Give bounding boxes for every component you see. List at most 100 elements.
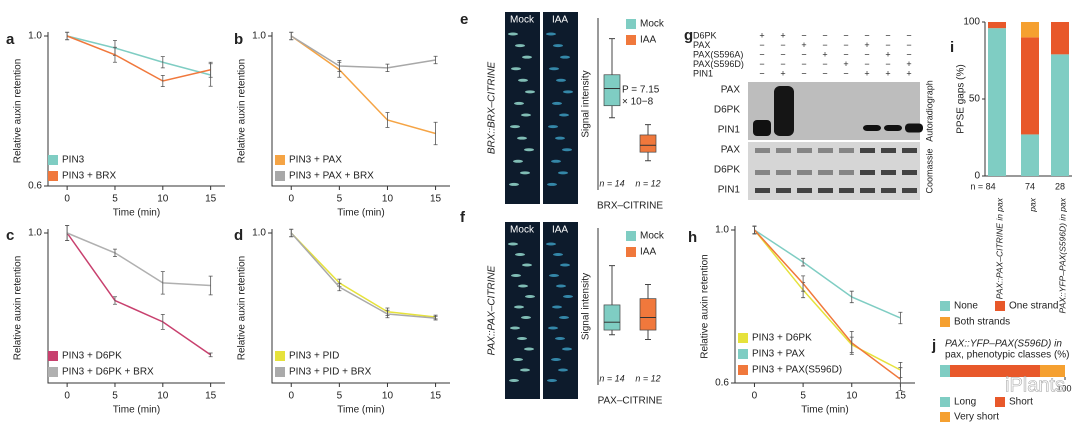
cell (508, 242, 518, 246)
error-bar (337, 282, 342, 292)
band (818, 188, 833, 193)
x-axis-label: Time (min) (337, 405, 384, 416)
x-tick-label: 0 (752, 391, 758, 402)
legend-swatch (275, 155, 285, 165)
category-label: PAX::YFP–PAX(S596D) in pax (1057, 197, 1067, 313)
sign: + (822, 49, 827, 59)
category-label: pax (1027, 197, 1037, 212)
x-axis-label: BRX–CITRINE (597, 201, 663, 212)
cell (524, 148, 534, 152)
cell (513, 159, 523, 163)
cell (520, 368, 530, 372)
series-line (66, 35, 211, 82)
series-line (290, 35, 436, 69)
cell (560, 55, 570, 59)
n-label: n = 12 (635, 373, 660, 383)
legend-label: PIN3 + BRX (62, 171, 117, 182)
band (860, 148, 875, 153)
sign: + (780, 30, 785, 40)
legend-label: IAA (640, 247, 656, 258)
sign: + (906, 59, 911, 69)
error-bar (801, 257, 806, 267)
legend-swatch (940, 397, 950, 407)
legend-label: PIN3 (62, 155, 85, 166)
micrograph (543, 222, 578, 399)
y-tick-label: 0.6 (28, 181, 42, 192)
cell (562, 347, 572, 351)
y-tick-label: 1.0 (252, 31, 266, 42)
n-label: 28 (1055, 181, 1065, 191)
sign: + (906, 68, 911, 78)
x-tick-label: 10 (846, 391, 858, 402)
y-tick-label: 1.0 (252, 228, 266, 239)
band (818, 170, 833, 175)
band (860, 170, 875, 175)
legend-swatch (48, 171, 58, 181)
legend-label: PIN3 + D6PK (752, 333, 812, 344)
error-bar (208, 61, 213, 78)
series-line (290, 232, 436, 319)
autoradiograph (748, 82, 920, 140)
image-title: PAX::PAX–CITRINE (487, 265, 498, 355)
image-title: BRX::BRX–CITRINE (487, 62, 498, 155)
error-bar (208, 275, 213, 296)
row-label: PAX (693, 40, 710, 50)
band-label: PIN1 (718, 125, 741, 136)
sign: − (906, 49, 911, 59)
x-tick-label: 15 (205, 194, 217, 205)
n-label: n = 12 (635, 178, 660, 188)
band-label: D6PK (714, 165, 740, 176)
cell (547, 182, 557, 186)
x-axis-label: PAX–CITRINE (598, 396, 663, 407)
y-tick-label: 1.0 (715, 225, 729, 236)
legend-label: Mock (640, 231, 665, 242)
x-tick-label: 0 (64, 391, 70, 402)
bar-segment (1040, 365, 1065, 377)
y-axis-label: Signal intensity (581, 70, 592, 137)
cell (555, 136, 565, 140)
legend-swatch (626, 19, 636, 29)
cell (514, 101, 524, 105)
cell (511, 274, 521, 277)
legend-label: Short (1009, 397, 1033, 408)
sign: − (759, 49, 764, 59)
legend-swatch (940, 317, 950, 327)
cell (551, 159, 561, 163)
x-tick-label: 100 (1056, 383, 1071, 393)
sign: − (822, 59, 827, 69)
sign: − (780, 49, 785, 59)
n-label: 74 (1025, 181, 1035, 191)
band-label: PAX (721, 85, 741, 96)
y-tick-label: 100 (963, 17, 980, 28)
legend-swatch (738, 365, 748, 375)
band (818, 148, 833, 153)
error-bar (898, 311, 903, 325)
legend-swatch (738, 349, 748, 359)
sign: − (864, 59, 869, 69)
sign: − (885, 40, 890, 50)
sign: + (759, 30, 764, 40)
row-label: PIN1 (693, 68, 713, 78)
panel-letter: i (950, 39, 954, 56)
annotation: × 10−8 (622, 97, 654, 108)
legend-label: IAA (640, 35, 656, 46)
panel-letter: f (460, 209, 466, 226)
error-bar (337, 59, 342, 73)
cell (549, 67, 559, 71)
cell (508, 32, 518, 36)
sign: − (864, 30, 869, 40)
legend-swatch (738, 333, 748, 343)
error-bar (433, 315, 438, 321)
x-tick-label: 0 (288, 391, 294, 402)
panel-label: Autoradiograph (924, 80, 934, 142)
sign: − (822, 30, 827, 40)
band (905, 123, 923, 133)
series-line (66, 35, 211, 76)
cell (522, 263, 532, 267)
sign: + (843, 59, 848, 69)
error-bar (752, 225, 757, 235)
sign: − (843, 40, 848, 50)
cell (548, 125, 558, 129)
x-tick-label: 5 (337, 391, 343, 402)
n-label: n = 14 (599, 373, 624, 383)
